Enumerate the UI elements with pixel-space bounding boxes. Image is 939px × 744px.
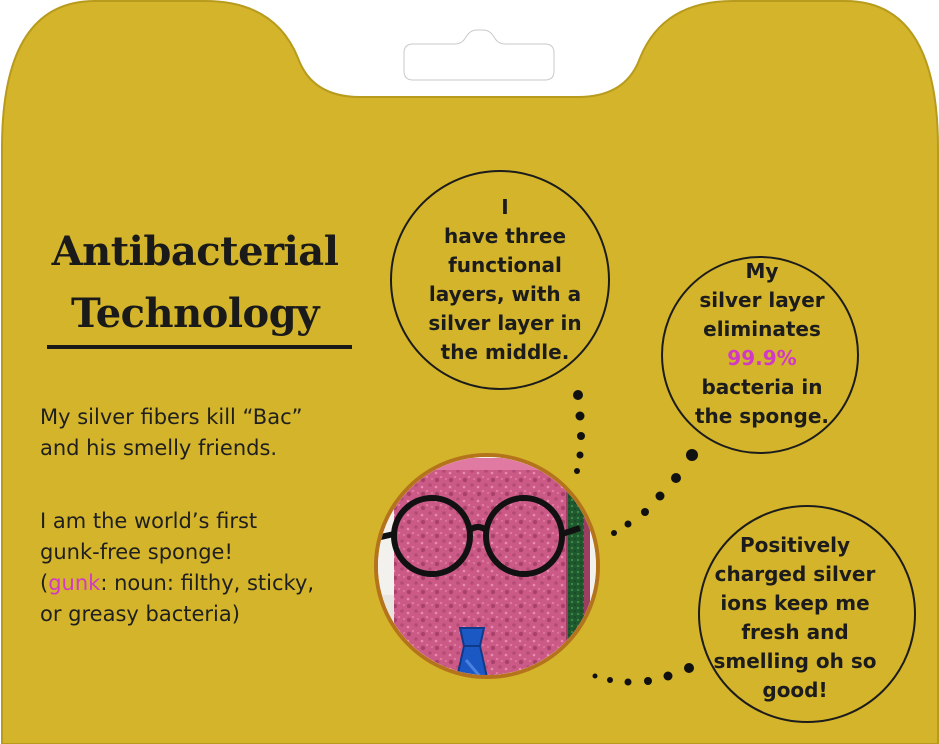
body-line: My silver fibers kill “Bac” bbox=[40, 405, 303, 429]
body-line: or greasy bacteria) bbox=[40, 602, 240, 626]
speech-bubble-1-icon bbox=[390, 170, 610, 390]
bubble-line: ions keep me bbox=[720, 591, 870, 615]
body-line: and his smelly friends. bbox=[40, 436, 278, 460]
bubble-line: charged silver bbox=[714, 562, 876, 586]
definition-text: : noun: filthy, sticky, bbox=[100, 571, 315, 595]
title-underline bbox=[47, 345, 352, 349]
bubble-line: fresh and bbox=[741, 620, 849, 644]
bubble-connector-dots bbox=[573, 390, 698, 686]
bubble-line: silver layer bbox=[699, 288, 825, 312]
title-line-1: Antibacterial bbox=[51, 228, 339, 275]
speech-bubble-3-text: Positively charged silver ions keep me f… bbox=[695, 531, 895, 705]
bubble-line: silver layer in bbox=[428, 311, 582, 335]
gunk-highlight: gunk bbox=[48, 571, 101, 595]
bubble-line: the sponge. bbox=[694, 404, 829, 428]
body-paragraph-1: My silver fibers kill “Bac” and his smel… bbox=[40, 402, 303, 464]
bubble-line: the middle. bbox=[440, 340, 570, 364]
bubble-percent-highlight: 99.9% bbox=[727, 346, 797, 370]
bubble-line: layers, with a bbox=[428, 282, 582, 306]
speech-bubble-2-text: My silver layer eliminates 99.9% bacteri… bbox=[672, 257, 852, 431]
bubble-line: eliminates bbox=[703, 317, 821, 341]
body-line: gunk-free sponge! bbox=[40, 540, 233, 564]
speech-bubble-2-icon bbox=[661, 256, 859, 454]
paren-open: ( bbox=[40, 571, 49, 595]
bubble-line: Positively bbox=[739, 533, 851, 557]
bubble-line: functional bbox=[448, 253, 562, 277]
body-line: I am the world’s first bbox=[40, 509, 258, 533]
hang-hole-icon bbox=[403, 29, 555, 81]
bubble-line: bacteria in bbox=[701, 375, 823, 399]
bubble-line: smelling oh so bbox=[713, 649, 877, 673]
bubble-line: have three bbox=[443, 224, 567, 248]
title-line-2: Technology bbox=[71, 290, 319, 337]
speech-bubble-3-icon bbox=[698, 505, 916, 723]
necktie-icon bbox=[450, 627, 494, 675]
bubble-line: I bbox=[501, 195, 509, 219]
bubble-line: My bbox=[745, 259, 779, 283]
bubble-line: good! bbox=[762, 678, 828, 702]
body-definition-line: (gunk: noun: filthy, sticky, bbox=[40, 568, 314, 599]
body-paragraph-2: I am the world’s first gunk-free sponge!… bbox=[40, 506, 314, 630]
speech-bubble-1-text: I have three functional layers, with a s… bbox=[400, 193, 610, 367]
